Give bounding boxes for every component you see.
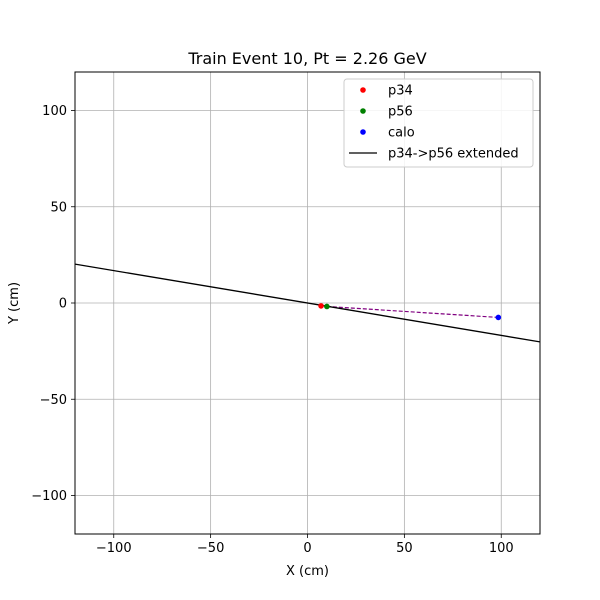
- y-tick-label: 100: [42, 104, 67, 119]
- legend-box: [343, 78, 534, 168]
- x-axis-label: X (cm): [286, 564, 329, 579]
- x-tick-label: −100: [96, 541, 132, 556]
- dashed-connector-line: [326, 305, 499, 319]
- tick-labels: −100 −50 0 50 100 −100 −50 0 50 100: [31, 104, 513, 556]
- y-tick-label: −100: [31, 489, 67, 504]
- legend-marker-p56: [360, 108, 366, 114]
- x-tick-label: 100: [489, 541, 514, 556]
- legend: p34 p56 calo p34->p56 extended: [343, 78, 534, 168]
- legend-marker-calo: [360, 129, 366, 135]
- plot-content: [75, 263, 540, 343]
- y-tick-label: 0: [59, 297, 67, 312]
- legend-marker-p34: [360, 87, 366, 93]
- y-tick-label: −50: [40, 393, 67, 408]
- plot-area: [75, 263, 540, 343]
- legend-label: p34->p56 extended: [388, 147, 519, 162]
- x-tick-label: 50: [396, 541, 413, 556]
- data-point-p56: [324, 303, 330, 310]
- legend-label: p56: [388, 105, 413, 120]
- y-axis-label: Y (cm): [7, 282, 22, 325]
- extended-track-line: [75, 263, 540, 343]
- x-tick-label: −50: [197, 541, 224, 556]
- data-point-calo: [495, 314, 502, 321]
- legend-label: calo: [388, 126, 415, 141]
- data-point-p34: [318, 303, 324, 309]
- x-tick-label: 0: [303, 541, 311, 556]
- legend-label: p34: [388, 84, 413, 99]
- chart-title: Train Event 10, Pt = 2.26 GeV: [187, 49, 426, 68]
- y-tick-label: 50: [50, 200, 67, 215]
